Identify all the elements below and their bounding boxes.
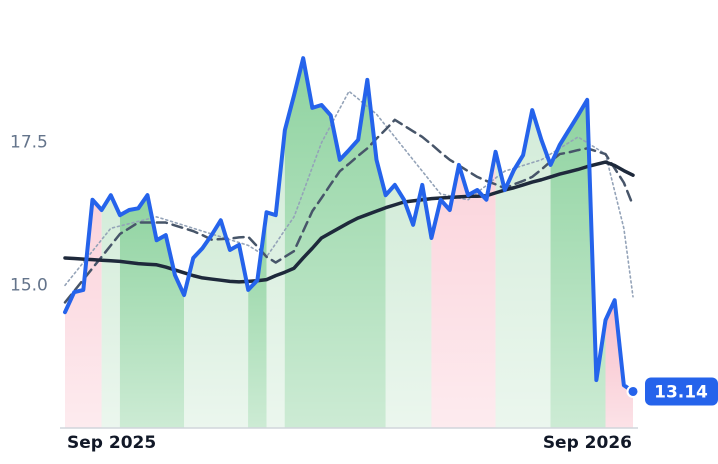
- shade-fade: [101, 195, 120, 428]
- series-line: [63, 118, 635, 304]
- shade-fade: [550, 99, 606, 428]
- x-tick-label: Sep 2026: [543, 433, 632, 453]
- shade-fade: [266, 130, 285, 428]
- shade-fade: [431, 151, 496, 428]
- shade-fade: [119, 195, 185, 428]
- lines-layer: 13.14: [63, 56, 718, 406]
- shade-fade: [184, 220, 249, 428]
- last-value-box: [645, 377, 718, 406]
- y-tick-label: 15.0: [10, 275, 48, 295]
- last-value-label: 13.14: [654, 382, 708, 402]
- series-line: [63, 56, 635, 394]
- series-line: [64, 90, 634, 298]
- axes-layer: 15.0 17.5 Sep 2025 Sep 2026: [10, 133, 638, 453]
- shading-layer: [65, 58, 633, 428]
- y-tick-label: 17.5: [10, 133, 48, 153]
- shade-fade: [385, 184, 432, 428]
- shade-fade: [65, 199, 102, 428]
- shade-fade: [284, 58, 386, 428]
- x-tick-label: Sep 2025: [67, 433, 156, 453]
- shade-fade: [248, 212, 267, 428]
- series-line: [63, 160, 635, 284]
- last-point: [626, 384, 640, 398]
- shade-fade: [605, 300, 633, 428]
